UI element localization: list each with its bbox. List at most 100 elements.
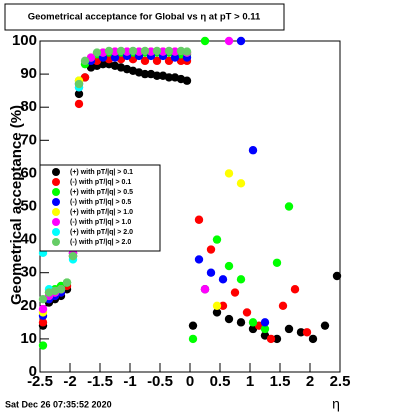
legend-marker [52,168,60,176]
data-point [38,304,48,314]
data-point [212,235,222,244]
legend-label: (+) with pT/|q| > 0.1 [70,169,133,176]
data-point [68,251,78,261]
data-point [296,328,306,337]
x-tick-label: 1.5 [270,373,291,390]
data-point [260,324,270,334]
legend-marker [52,178,60,186]
x-tick-label: 0 [186,373,194,390]
data-point [224,169,234,178]
y-tick-label: 70 [20,131,37,148]
data-point [74,99,84,109]
y-tick-label: 0 [29,363,37,380]
x-tick-label: -2.5 [27,373,53,390]
data-point [152,46,162,56]
data-point [164,46,174,56]
data-point [140,69,150,79]
data-point [80,56,90,66]
data-point [56,285,66,294]
data-point [266,334,276,344]
data-point [116,46,126,56]
legend-box [39,164,161,252]
legend-label: (+) with pT/|q| > 1.0 [70,209,133,216]
data-point [206,268,216,277]
data-point [38,341,48,350]
data-point [92,48,102,57]
y-tick-label: 10 [20,330,37,347]
x-axis-label: η [332,396,340,412]
data-point [242,308,252,317]
y-tick-label: 40 [20,231,37,248]
legend-marker [52,218,60,226]
legend-label: (-) with pT/|q| > 0.1 [70,179,131,186]
data-point [182,47,192,56]
data-point [236,179,246,188]
x-tick-label: 2 [306,373,314,390]
data-point [278,301,288,310]
data-point [104,46,114,56]
data-point [212,308,222,317]
data-point [248,146,258,155]
data-point [320,321,330,330]
legend-label: (-) with pT/|q| > 0.5 [70,199,131,206]
x-tick-label: -2 [63,373,76,390]
legend-marker [52,198,60,206]
data-point [218,301,228,310]
x-tick-label: 2.5 [330,373,351,390]
data-point [236,36,246,46]
legend-marker [52,188,60,196]
y-axis-label: Geometrical acceptance (%) [8,105,25,305]
x-tick-label: 0.5 [210,373,231,390]
data-point [236,275,246,284]
x-tick-label: -1.5 [87,373,113,390]
data-point [188,321,198,330]
data-point [164,73,174,82]
data-point [140,46,150,56]
data-point [272,334,282,344]
data-point [194,255,204,264]
data-point [200,285,210,294]
data-point [284,324,294,334]
legend-marker [52,208,60,216]
data-point [236,318,246,327]
data-point [224,36,234,46]
data-point [38,318,48,327]
data-point [38,294,48,304]
data-point [212,301,222,310]
y-tick-label: 50 [20,197,37,214]
legend-marker [52,228,60,236]
data-point [74,79,84,89]
data-point [272,258,282,267]
legend-label: (+) with pT/|q| > 0.5 [70,189,133,196]
data-point [224,314,234,324]
legend-label: (+) with pT/|q| > 2.0 [70,229,133,236]
data-point [182,76,192,85]
data-point [260,318,270,327]
y-tick-label: 80 [20,98,37,115]
y-tick-label: 100 [12,32,37,49]
y-tick-label: 20 [20,297,37,314]
date-label: Sat Dec 26 07:35:52 2020 [5,399,112,409]
x-tick-label: 1 [246,373,254,390]
data-point [218,275,228,284]
legend-label: (-) with pT/|q| > 2.0 [70,239,131,246]
legend-label: (-) with pT/|q| > 1.0 [70,219,131,226]
y-tick-label: 60 [20,164,37,181]
title-box [4,3,285,31]
data-point [230,288,240,297]
data-point [302,328,312,337]
data-point [248,318,258,327]
data-point [224,261,234,271]
data-point [152,71,162,80]
data-point [284,202,294,211]
data-point [170,53,180,62]
legend-marker [52,238,60,246]
y-tick-label: 90 [20,65,37,82]
x-tick-label: -1 [123,373,136,390]
data-point [152,56,162,66]
data-point [110,53,120,62]
data-point [128,46,138,56]
data-point [140,56,150,66]
data-point [206,245,216,254]
